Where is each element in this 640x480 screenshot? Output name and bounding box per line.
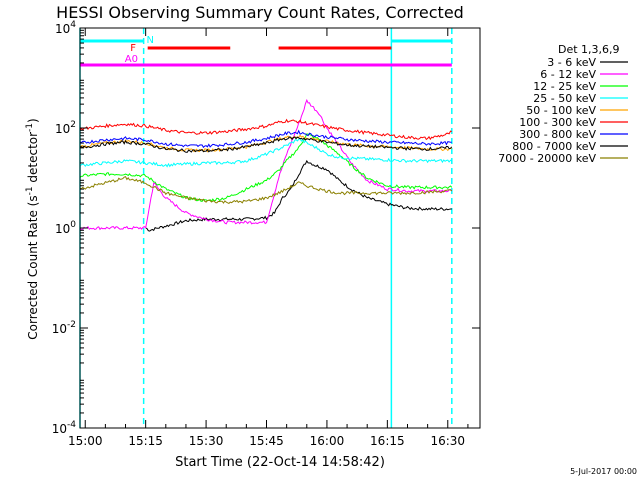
x-tick-label-6: 16:30 (430, 434, 465, 448)
series-line-3 (79, 138, 453, 168)
legend-label-6: 300 - 800 keV (519, 128, 596, 141)
y-tick-label-1: 10-2 (52, 320, 76, 336)
y-axis-label-part-3: ) (26, 118, 40, 123)
y-axis-label-exp-1: -1 (25, 186, 35, 195)
x-axis: 15:00 15:15 15:30 15:45 16:00 16:15 16:30 (68, 28, 469, 448)
flag-label-F: F (130, 43, 136, 54)
legend-label-7: 800 - 7000 keV (512, 140, 596, 153)
legend-label-1: 6 - 12 keV (540, 68, 596, 81)
legend-label-4: 50 - 100 keV (526, 104, 596, 117)
series-line-0 (145, 159, 452, 232)
legend-label-5: 100 - 300 keV (519, 116, 596, 129)
x-tick-label-4: 16:00 (310, 434, 345, 448)
y-axis-label-part-2: detector (26, 132, 40, 187)
chart-title: HESSI Observing Summary Count Rates, Cor… (56, 3, 464, 22)
legend-label-2: 12 - 25 keV (533, 80, 596, 93)
flag-label-A0: A0 (125, 54, 138, 65)
series-line-5 (79, 118, 452, 141)
series-line-6 (79, 129, 452, 149)
legend-label-3: 25 - 50 keV (533, 92, 596, 105)
legend-title: Det 1,3,6,9 (558, 43, 620, 56)
x-tick-label-3: 15:45 (249, 434, 284, 448)
footer-date: 5-Jul-2017 00:00 (570, 467, 637, 476)
y-tick-label-0: 10-4 (52, 420, 77, 436)
legend-label-8: 7000 - 20000 keV (498, 152, 596, 165)
y-tick-label-2: 100 (55, 220, 76, 236)
y-axis-label-exp-2: -1 (25, 123, 35, 132)
flag-label-N: N (147, 35, 154, 46)
x-tick-label-2: 15:30 (189, 434, 224, 448)
series-line-8 (79, 175, 453, 204)
x-axis-label: Start Time (22-Oct-14 14:58:42) (175, 455, 385, 470)
y-tick-label-4: 104 (55, 20, 76, 36)
series-line-7 (79, 136, 453, 153)
series-line-1 (79, 98, 453, 231)
x-tick-label-1: 15:15 (128, 434, 163, 448)
y-axis-label-part-1: Corrected Count Rate (s (26, 195, 40, 339)
y-axis: 10-4 10-2 100 102 104 (52, 20, 480, 436)
series-line-2 (79, 133, 453, 203)
y-tick-label-3: 102 (55, 120, 76, 136)
legend-label-0: 3 - 6 keV (547, 56, 596, 69)
x-tick-label-5: 16:15 (370, 434, 405, 448)
x-tick-label-0: 15:00 (68, 434, 103, 448)
y-axis-label: Corrected Count Rate (s-1 detector-1) (25, 118, 40, 339)
